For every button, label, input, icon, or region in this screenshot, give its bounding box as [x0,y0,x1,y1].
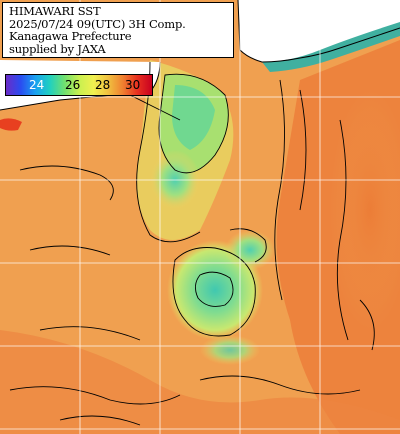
cool-eddy-2 [225,230,275,270]
coastal-cold-strip [262,22,400,72]
legend-gradient-bar [6,75,152,95]
title-line-source: supplied by JAXA [9,41,106,56]
warm-patch [330,90,400,330]
cool-water-inner [172,85,215,150]
title-line-datetime: 2025/07/24 09(UTC) 3H Comp. [9,16,186,31]
legend-label-28: 28 [95,78,111,92]
legend-label-24: 24 [29,78,45,92]
land-peninsula-tip [0,118,22,131]
legend-label-26: 26 [65,78,81,92]
warm-band-south [0,330,400,434]
legend-label-30: 30 [125,78,141,92]
color-scale-legend: 24 26 28 30 [5,74,153,96]
title-line-region: Kanagawa Prefecture [9,29,132,43]
map-title-box: HIMAWARI SST 2025/07/24 09(UTC) 3H Comp.… [2,2,234,58]
title-line-product: HIMAWARI SST [9,4,101,18]
land-coast [238,0,400,62]
contour-lines [9,61,375,426]
cool-eddy-4 [200,335,260,365]
coastline [237,0,400,63]
